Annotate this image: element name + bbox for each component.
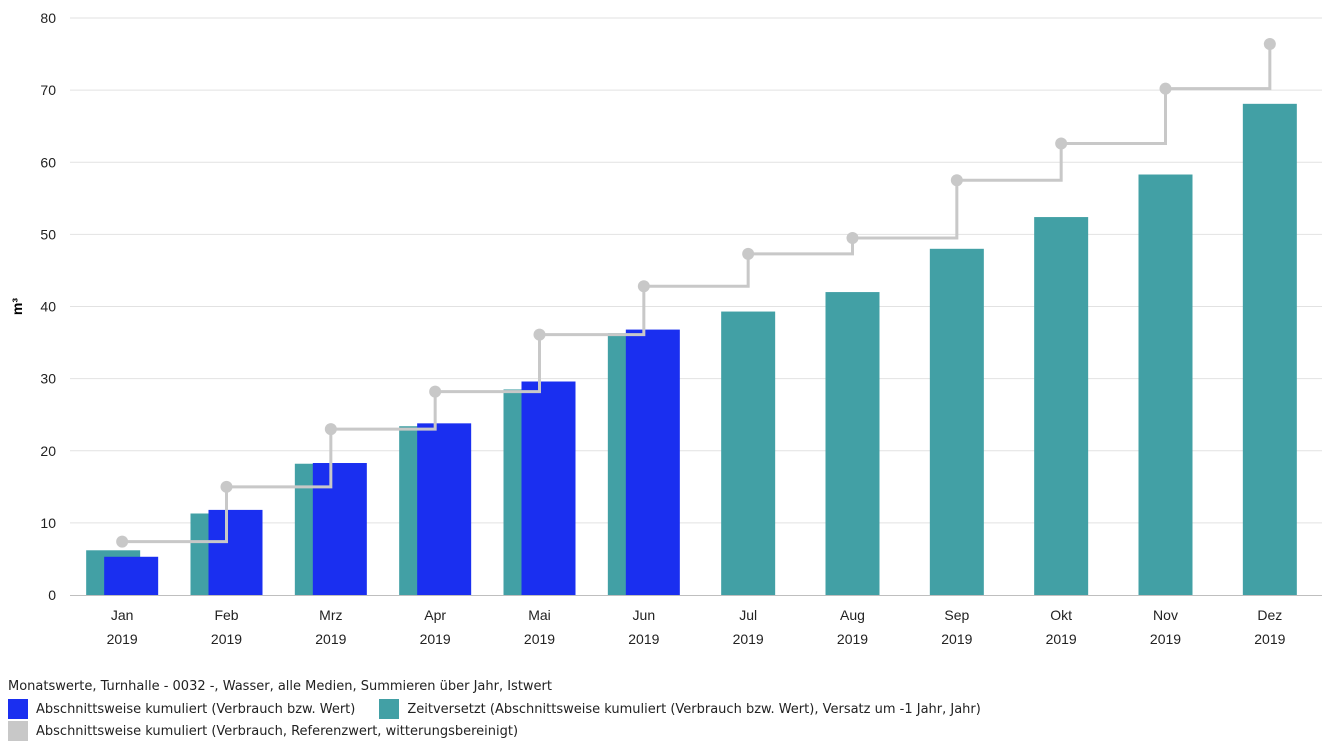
x-tick-label-year: 2019 bbox=[733, 631, 764, 647]
legend-swatch-reference bbox=[8, 721, 28, 741]
y-tick-label: 0 bbox=[48, 587, 56, 603]
legend-item-offset[interactable]: Zeitversetzt (Abschnittsweise kumuliert … bbox=[379, 699, 981, 719]
x-tick-label-month: Aug bbox=[840, 607, 865, 623]
x-tick-label-year: 2019 bbox=[211, 631, 242, 647]
bar-offset bbox=[825, 292, 880, 595]
chart: 0 10 20 30 40 50 60 70 80 m³ Jan 2019 Feb 2019 Mrz 20… bbox=[9, 10, 1322, 647]
bar-current bbox=[208, 509, 263, 595]
bars bbox=[86, 103, 1297, 596]
reference-point bbox=[846, 231, 859, 244]
x-tick-label-year: 2019 bbox=[315, 631, 346, 647]
x-tick-label-year: 2019 bbox=[420, 631, 451, 647]
legend-swatch-offset bbox=[379, 699, 400, 719]
x-tick-label-year: 2019 bbox=[941, 631, 972, 647]
x-axis-ticks: Jan 2019 Feb 2019 Mrz 2019 Apr 2019 Mai 2019 Jun 20… bbox=[107, 607, 1286, 647]
y-tick-label: 10 bbox=[40, 515, 56, 531]
x-tick-label-year: 2019 bbox=[1046, 631, 1077, 647]
bar-current bbox=[417, 423, 472, 595]
x-tick-label-year: 2019 bbox=[837, 631, 868, 647]
x-tick-label-month: Mrz bbox=[319, 607, 342, 623]
reference-point bbox=[637, 280, 650, 293]
x-tick-label-month: Apr bbox=[424, 607, 446, 623]
reference-line bbox=[116, 37, 1276, 548]
reference-point bbox=[220, 480, 233, 493]
reference-point bbox=[116, 535, 129, 548]
y-axis-label: m³ bbox=[9, 298, 25, 315]
reference-point bbox=[324, 423, 337, 436]
bar-offset bbox=[929, 248, 984, 596]
legend-row-2: Abschnittsweise kumuliert (Verbrauch, Re… bbox=[8, 720, 1005, 742]
x-tick-label-month: Mai bbox=[528, 607, 551, 623]
legend-label-offset: Zeitversetzt (Abschnittsweise kumuliert … bbox=[407, 701, 981, 717]
legend: Monatswerte, Turnhalle - 0032 -, Wasser,… bbox=[8, 676, 1005, 742]
x-tick-label-month: Nov bbox=[1153, 607, 1178, 623]
y-tick-label: 70 bbox=[40, 82, 56, 98]
legend-title: Monatswerte, Turnhalle - 0032 -, Wasser,… bbox=[8, 679, 552, 694]
legend-swatch-current bbox=[8, 699, 28, 719]
bar-current bbox=[312, 463, 367, 595]
bar-current bbox=[104, 556, 159, 595]
y-axis-ticks: 0 10 20 30 40 50 60 70 80 bbox=[40, 10, 56, 603]
bar-offset bbox=[1138, 174, 1193, 596]
x-tick-label-month: Feb bbox=[214, 607, 238, 623]
legend-label-current: Abschnittsweise kumuliert (Verbrauch bzw… bbox=[36, 701, 356, 717]
legend-item-current[interactable]: Abschnittsweise kumuliert (Verbrauch bzw… bbox=[8, 699, 355, 719]
x-tick-label-month: Sep bbox=[944, 607, 969, 623]
x-tick-label-year: 2019 bbox=[1150, 631, 1181, 647]
x-tick-label-year: 2019 bbox=[1254, 631, 1285, 647]
y-tick-label: 20 bbox=[40, 443, 56, 459]
legend-item-reference[interactable]: Abschnittsweise kumuliert (Verbrauch, Re… bbox=[8, 721, 518, 741]
bar-current bbox=[521, 381, 576, 595]
reference-point bbox=[533, 328, 546, 341]
x-tick-label-month: Jul bbox=[739, 607, 757, 623]
legend-row-1: Abschnittsweise kumuliert (Verbrauch bzw… bbox=[8, 698, 1005, 720]
reference-point bbox=[950, 174, 963, 187]
bar-offset bbox=[721, 311, 776, 595]
x-tick-label-year: 2019 bbox=[524, 631, 555, 647]
x-tick-label-month: Dez bbox=[1257, 607, 1282, 623]
x-tick-label-month: Okt bbox=[1050, 607, 1072, 623]
gridlines bbox=[70, 17, 1322, 524]
reference-point bbox=[742, 247, 755, 260]
reference-point bbox=[1263, 37, 1276, 50]
y-tick-label: 60 bbox=[40, 154, 56, 170]
bar-offset bbox=[1242, 103, 1297, 596]
x-tick-label-year: 2019 bbox=[628, 631, 659, 647]
y-tick-label: 50 bbox=[40, 226, 56, 242]
bar-offset bbox=[1034, 217, 1089, 595]
x-tick-label-month: Jan bbox=[111, 607, 134, 623]
bar-current bbox=[625, 329, 680, 595]
x-tick-label-year: 2019 bbox=[107, 631, 138, 647]
reference-step-line bbox=[122, 43, 1272, 544]
reference-point bbox=[429, 385, 442, 398]
reference-point bbox=[1159, 82, 1172, 95]
y-tick-label: 80 bbox=[40, 10, 56, 26]
reference-point bbox=[1055, 137, 1068, 150]
x-tick-label-month: Jun bbox=[633, 607, 656, 623]
y-tick-label: 40 bbox=[40, 299, 56, 315]
y-tick-label: 30 bbox=[40, 371, 56, 387]
legend-label-reference: Abschnittsweise kumuliert (Verbrauch, Re… bbox=[36, 723, 519, 739]
